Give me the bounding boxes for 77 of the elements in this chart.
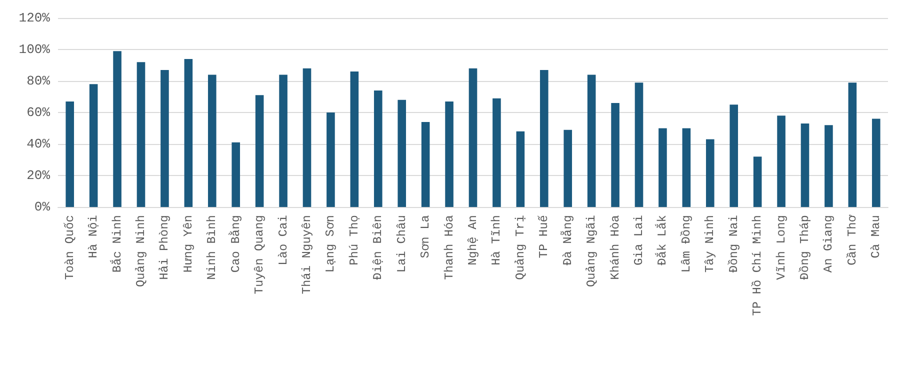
x-tick-label: Toàn Quốc xyxy=(62,215,77,280)
x-tick-label: Lào Cai xyxy=(276,215,290,266)
bar xyxy=(350,72,359,207)
bar xyxy=(753,156,762,207)
bar xyxy=(824,125,833,207)
bar xyxy=(658,128,667,207)
bar xyxy=(421,122,430,207)
x-tick-label: Đắk Lắk xyxy=(654,215,670,266)
x-tick-label: Cao Bằng xyxy=(228,215,243,273)
bar xyxy=(232,142,240,207)
x-tick-label: Lâm Đồng xyxy=(679,215,694,273)
bar xyxy=(302,68,312,207)
bar xyxy=(66,101,74,207)
bar xyxy=(564,130,572,207)
bar xyxy=(730,104,738,207)
bar xyxy=(468,68,478,207)
bar xyxy=(800,124,810,207)
x-tick-label: TP Hồ Chí Minh xyxy=(750,215,765,316)
x-tick-label: Tây Ninh xyxy=(703,215,718,273)
bar xyxy=(113,51,122,207)
bar xyxy=(872,118,880,207)
x-tick-label: Đồng Nai xyxy=(726,215,741,273)
x-tick-label: Tuyên Quang xyxy=(252,215,267,294)
bar xyxy=(326,112,335,207)
bar xyxy=(611,103,620,207)
bar xyxy=(89,84,98,207)
x-tick-label: Ninh Bình xyxy=(205,215,220,280)
bar xyxy=(540,70,548,207)
x-tick-label: Hải Phòng xyxy=(158,215,172,280)
x-tick-label: Thanh Hóa xyxy=(442,215,456,280)
bar xyxy=(848,82,857,207)
x-tick-label: Quảng Ngãi xyxy=(584,215,599,288)
bar xyxy=(516,131,525,207)
bar xyxy=(136,62,146,207)
bar xyxy=(374,90,382,207)
bar xyxy=(279,74,288,207)
x-tick-label: Lai Châu xyxy=(394,215,409,273)
x-tick-label: Gia Lai xyxy=(632,215,646,266)
x-tick-label: Hà Tĩnh xyxy=(490,215,504,266)
bar xyxy=(777,116,786,207)
bar xyxy=(184,58,193,207)
bar xyxy=(208,74,216,207)
x-tick-label: Điện Biên xyxy=(371,215,386,280)
bar xyxy=(398,100,406,207)
bar xyxy=(445,101,454,207)
x-tick-label: Khánh Hòa xyxy=(608,215,622,280)
x-tick-label: Cà Mau xyxy=(869,215,884,258)
x-tick-label: Đà Nẵng xyxy=(560,215,575,266)
x-tick-label: TP Huế xyxy=(537,215,552,258)
y-tick-label: 60% xyxy=(26,105,50,120)
x-tick-label: Bắc Ninh xyxy=(109,215,124,273)
bar xyxy=(706,139,714,207)
bar xyxy=(492,98,501,207)
y-tick-label: 0% xyxy=(34,200,50,214)
y-tick-label: 80% xyxy=(26,74,50,88)
bar xyxy=(160,70,169,207)
x-tick-label: Quảng Trị xyxy=(513,215,528,280)
y-tick-label: 40% xyxy=(26,136,50,152)
x-tick-label: Hưng Yên xyxy=(181,215,196,273)
bar xyxy=(587,74,596,207)
x-tick-label: Thái Nguyên xyxy=(300,215,314,294)
y-tick-label: 20% xyxy=(26,168,50,183)
x-tick-label: Lạng Sơn xyxy=(324,215,338,273)
x-tick-label: Sơn La xyxy=(418,215,433,258)
x-tick-label: Phú Thọ xyxy=(347,215,362,266)
x-tick-label: Đồng Tháp xyxy=(798,215,812,280)
x-tick-label: Hà Nội xyxy=(86,215,101,258)
x-tick-label: Vĩnh Long xyxy=(774,215,788,280)
bar xyxy=(634,82,644,207)
y-tick-label: 100% xyxy=(18,42,50,57)
bar xyxy=(682,128,691,207)
bar xyxy=(255,95,264,207)
y-tick-label: 120% xyxy=(18,10,50,26)
x-tick-label: Nghệ An xyxy=(466,215,480,266)
x-tick-label: Quảng Ninh xyxy=(134,215,148,288)
x-tick-label: An Giang xyxy=(822,215,836,273)
x-tick-label: Cần Thơ xyxy=(845,214,860,266)
